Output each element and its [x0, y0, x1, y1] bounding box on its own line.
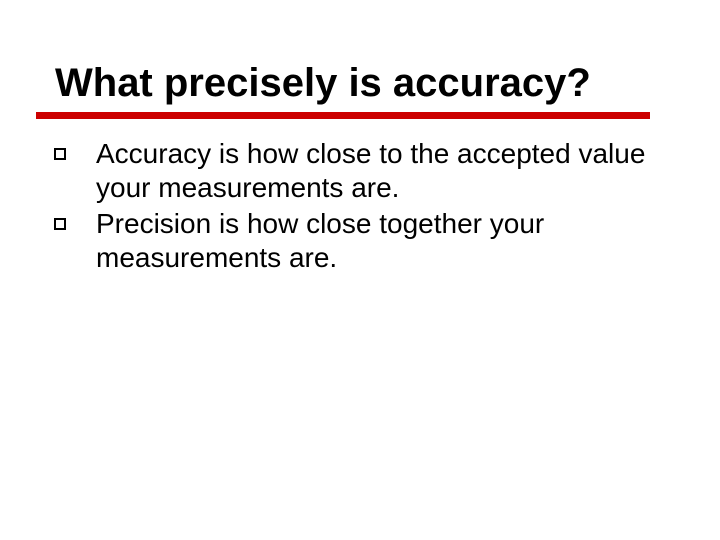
- slide-title: What precisely is accuracy?: [55, 60, 680, 106]
- bullet-text: Accuracy is how close to the accepted va…: [96, 137, 666, 205]
- square-bullet-icon: [54, 148, 66, 160]
- square-bullet-icon: [54, 218, 66, 230]
- title-underline-rule: [36, 112, 650, 119]
- slide: { "title": { "text": "What precisely is …: [0, 0, 720, 540]
- bullet-text: Precision is how close together your mea…: [96, 207, 666, 275]
- list-item: Accuracy is how close to the accepted va…: [54, 137, 666, 205]
- title-block: What precisely is accuracy?: [0, 0, 720, 119]
- list-item: Precision is how close together your mea…: [54, 207, 666, 275]
- body-block: Accuracy is how close to the accepted va…: [0, 119, 720, 276]
